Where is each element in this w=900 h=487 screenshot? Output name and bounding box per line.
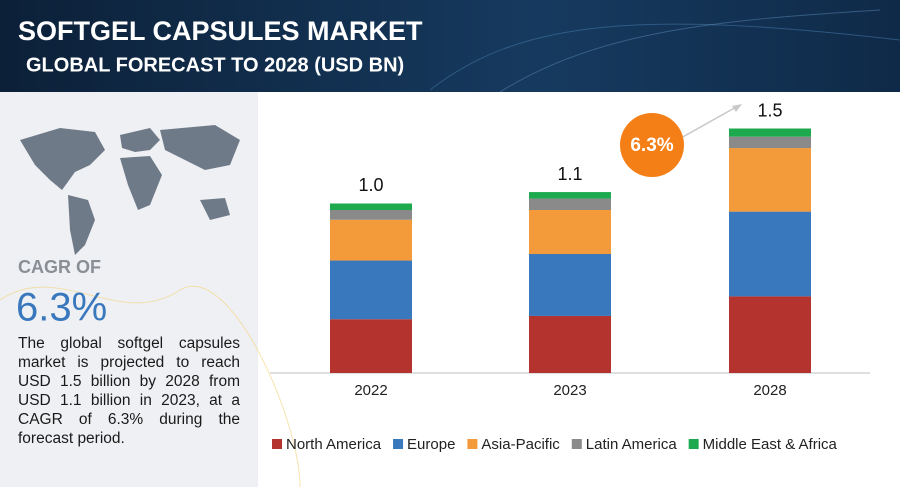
bar-segment [729,136,811,149]
legend-label: North America [286,436,382,453]
bar-segment [330,319,412,373]
description: The global softgel capsules market is pr… [18,335,240,447]
legend-swatch [393,439,404,449]
legend-swatch [571,439,582,449]
bar-segment [729,296,811,373]
cagr-badge [620,113,684,177]
decor [0,286,301,487]
bar-segment [529,198,611,210]
bar-segment [529,192,611,199]
legend-label: Latin America [586,436,678,453]
bar-segment [529,254,611,316]
bar-segment [729,211,811,297]
header-band [0,0,900,92]
decor [499,9,881,93]
legend-label: Middle East & Africa [703,436,838,453]
bar-segment [729,128,811,137]
x-tick-label: 2028 [753,382,786,399]
legend-label: Europe [407,436,455,453]
bar-segment [529,315,611,373]
total-label: 1.5 [757,100,782,120]
cagr-badge-text: 6.3% [630,135,673,156]
decor [429,23,900,91]
legend-swatch [467,439,478,449]
legend-swatch [272,439,282,449]
x-tick-label: 2022 [354,382,387,399]
bar-segment [330,219,412,261]
bar-segment [529,210,611,255]
bar-segment [330,260,412,320]
bar-segment [330,210,412,220]
title: SOFTGEL CAPSULES MARKET [18,16,423,46]
total-label: 1.1 [557,164,582,184]
bar-segment [330,203,412,210]
cagr-arrow [671,105,739,144]
world-map [20,125,240,255]
bar-segment [729,148,811,212]
cagr-label: CAGR OF [18,257,101,277]
x-tick-label: 2023 [553,382,586,399]
total-label: 1.0 [358,175,383,195]
legend-swatch [688,439,699,449]
cagr-arrowhead [732,104,742,112]
cagr-value: 6.3% [16,286,107,330]
subtitle: GLOBAL FORECAST TO 2028 (USD BN) [26,54,404,76]
legend-label: Asia-Pacific [481,436,560,453]
